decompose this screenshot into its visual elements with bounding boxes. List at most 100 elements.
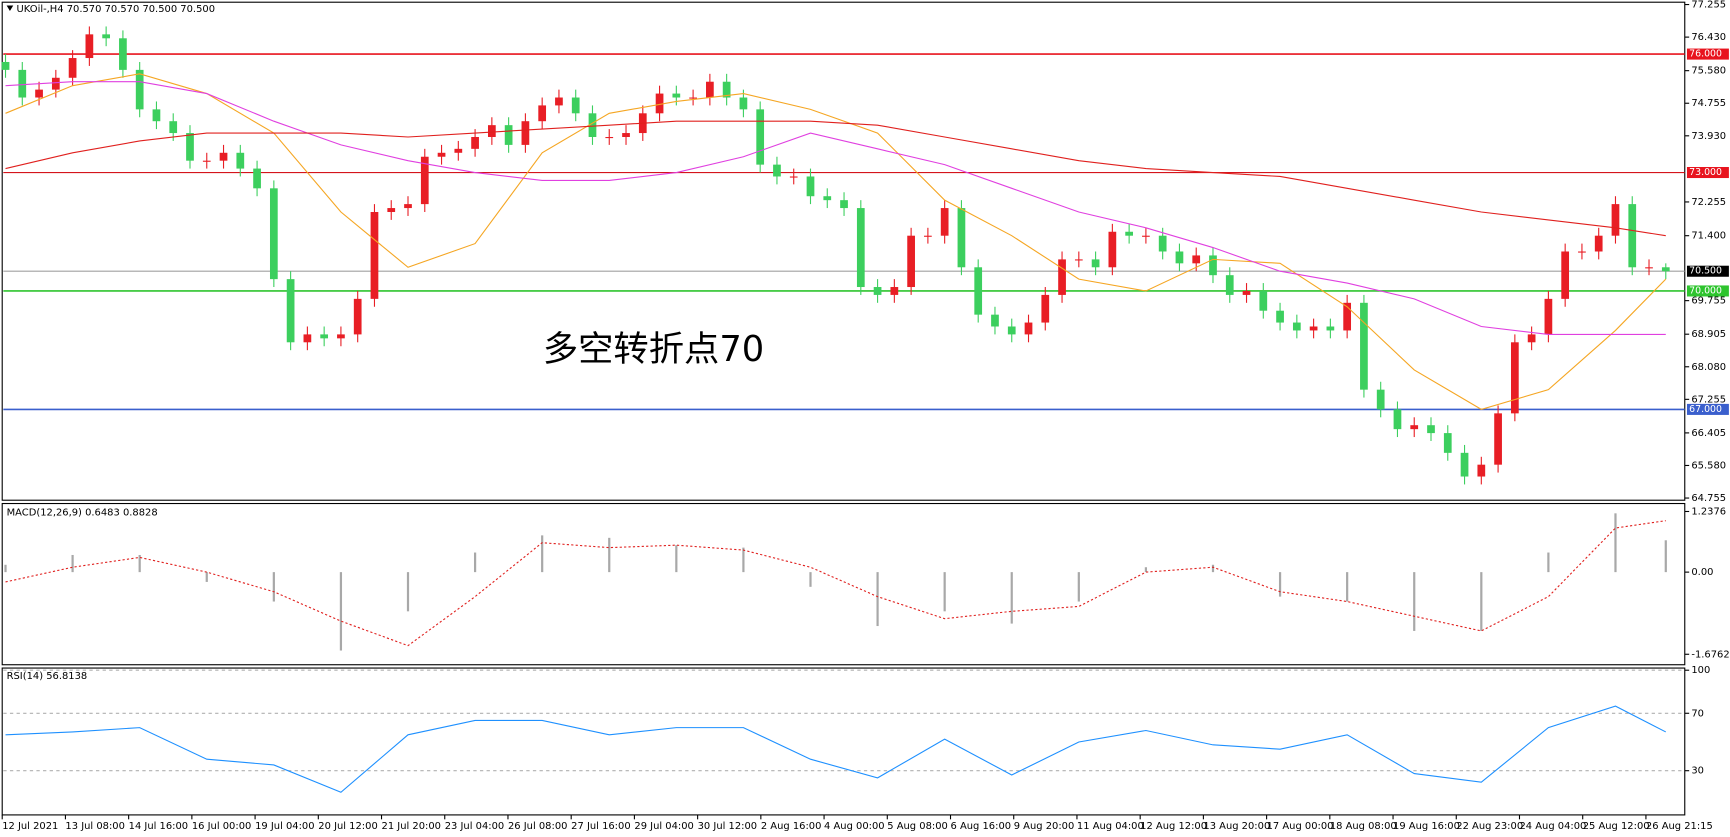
macd-bar <box>138 554 141 573</box>
macd-bar <box>1278 572 1282 597</box>
candle-body <box>1410 425 1419 430</box>
candle-body <box>1091 259 1100 268</box>
x-tick-label: 29 Jul 04:00 <box>634 821 693 832</box>
level-label: 70.500 <box>1689 266 1722 277</box>
candle-body <box>773 164 781 177</box>
indicator-line <box>5 120 1666 237</box>
menu-arrow <box>6 5 14 12</box>
candle-body <box>1326 326 1335 331</box>
candle-body <box>806 176 815 197</box>
candle-body <box>1494 413 1502 465</box>
candle-body <box>1209 255 1217 276</box>
candle-body <box>756 109 765 165</box>
candle-body <box>689 97 697 99</box>
candle-body <box>1007 326 1016 335</box>
candle-body <box>1544 298 1553 335</box>
candle-body <box>1376 389 1385 410</box>
candle-body <box>1427 425 1435 434</box>
candle-body <box>1 61 10 70</box>
level-label-box <box>1686 285 1729 297</box>
x-tick-label: 19 Jul 04:00 <box>255 821 314 832</box>
x-tick-label: 23 Jul 04:00 <box>445 821 504 832</box>
candle-body <box>974 267 983 315</box>
candle-body <box>605 136 614 139</box>
candle-body <box>1058 259 1066 295</box>
candle-body <box>1309 326 1318 331</box>
candle-body <box>1292 322 1301 331</box>
candle-body <box>454 148 463 153</box>
candle-body <box>940 208 949 236</box>
candle-body <box>1125 231 1133 236</box>
y-tick-label: 75.580 <box>1691 66 1726 77</box>
macd-bar <box>541 535 544 573</box>
candle-body <box>1561 251 1570 299</box>
x-tick-label: 9 Aug 20:00 <box>1014 821 1075 832</box>
macd-bar <box>1480 572 1483 631</box>
candle-body <box>353 298 362 335</box>
macd-bar <box>473 552 477 573</box>
candle-body <box>1225 275 1234 295</box>
y-tick-label: 0.00 <box>1691 567 1713 578</box>
candle-body <box>1393 409 1402 430</box>
x-tick-label: 19 Aug 16:00 <box>1393 821 1460 832</box>
level-label-box <box>1686 403 1729 415</box>
candle-body <box>739 97 748 110</box>
candle-body <box>840 200 848 209</box>
x-tick-label: 12 Aug 12:00 <box>1140 821 1207 832</box>
candle-body <box>1276 310 1284 323</box>
candle-body <box>588 113 597 137</box>
x-tick-label: 16 Jul 00:00 <box>192 821 251 832</box>
x-tick-label: 21 Jul 20:00 <box>382 821 441 832</box>
macd-bar <box>1614 513 1617 573</box>
x-tick-label: 6 Aug 16:00 <box>951 821 1012 832</box>
x-tick-label: 5 Aug 08:00 <box>887 821 948 832</box>
candle-body <box>571 97 580 114</box>
y-tick-label: 76.430 <box>1691 32 1726 43</box>
macd-bar <box>675 545 678 573</box>
indicator-line <box>5 705 1667 793</box>
y-tick-label: 66.405 <box>1691 428 1726 439</box>
rsi-panel <box>1 667 1686 816</box>
x-tick-label: 20 Jul 12:00 <box>318 821 377 832</box>
level-label-box <box>1686 48 1729 60</box>
candle-body <box>1527 334 1536 343</box>
macd-bar <box>1664 540 1667 573</box>
candle-body <box>102 34 111 39</box>
y-tick-label: 64.755 <box>1691 493 1726 504</box>
y-tick-label: 65.580 <box>1691 460 1726 471</box>
candle-body <box>286 279 295 343</box>
candle-body <box>856 208 865 288</box>
candle-body <box>85 34 94 59</box>
level-label: 67.000 <box>1689 404 1722 415</box>
rsi-title: RSI(14) 56.8138 <box>7 671 88 682</box>
macd-bar <box>742 547 745 573</box>
x-tick-label: 30 Jul 12:00 <box>698 821 757 832</box>
candle-body <box>1510 342 1519 414</box>
macd-bar <box>876 572 879 627</box>
candle-body <box>320 334 329 339</box>
candle-body <box>655 93 664 114</box>
macd-bar <box>1077 572 1080 602</box>
macd-bar <box>1211 564 1215 573</box>
level-label: 76.000 <box>1689 49 1722 60</box>
y-tick-label: 68.905 <box>1691 329 1726 340</box>
candle-body <box>672 93 681 98</box>
candle-body <box>253 168 261 189</box>
macd-bar <box>1346 572 1349 602</box>
y-tick-label: 73.930 <box>1691 131 1726 142</box>
macd-bar <box>71 554 74 573</box>
x-tick-label: 26 Jul 08:00 <box>508 821 567 832</box>
candle-body <box>1259 290 1268 311</box>
macd-bar <box>943 572 946 612</box>
macd-panel <box>1 502 1686 666</box>
candle-body <box>18 69 27 98</box>
candle-body <box>1024 322 1033 335</box>
candle-body <box>622 133 630 137</box>
macd-bar <box>4 564 7 573</box>
candle-body <box>337 334 345 339</box>
x-tick-label: 14 Jul 16:00 <box>129 821 188 832</box>
candle-body <box>437 152 446 157</box>
x-tick-label: 2 Aug 16:00 <box>761 821 822 832</box>
candle-body <box>823 196 832 201</box>
macd-title: MACD(12,26,9) 0.6483 0.8828 <box>7 507 158 518</box>
